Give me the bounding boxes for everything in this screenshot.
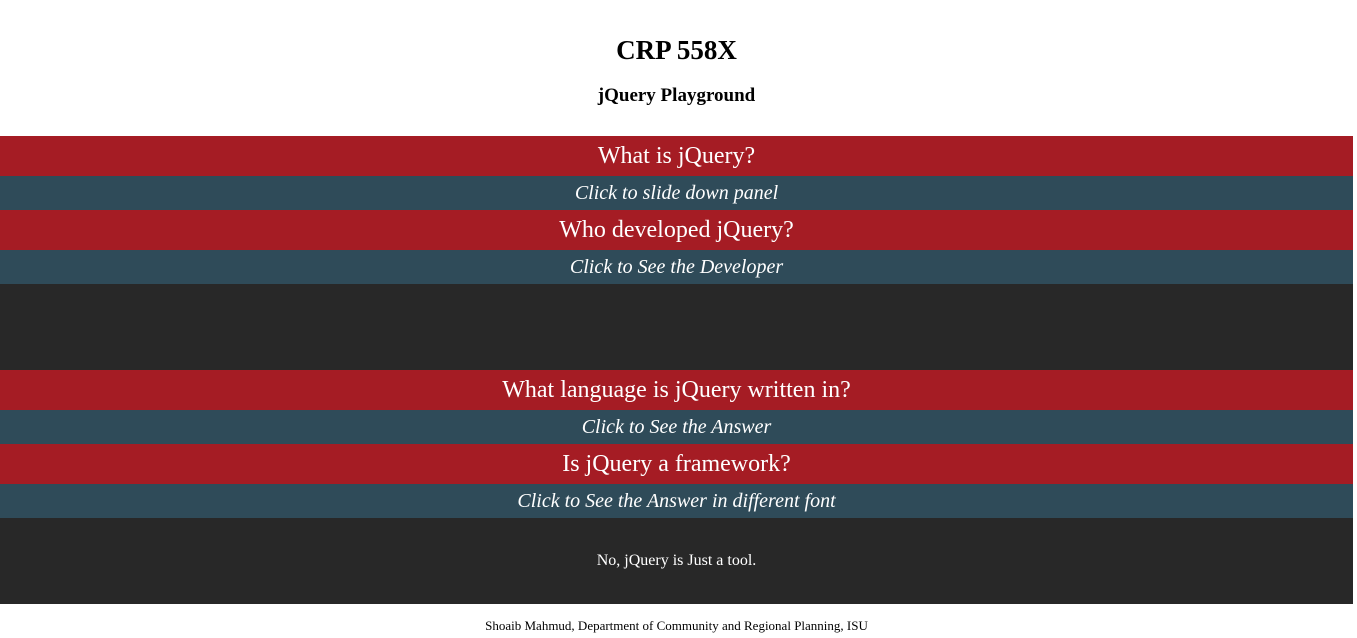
footer-credit: Shoaib Mahmud, Department of Community a… xyxy=(485,618,868,633)
developer-panel xyxy=(0,284,1353,370)
faq-section-framework: Is jQuery a framework? Click to See the … xyxy=(0,444,1353,604)
question-heading: Is jQuery a framework? xyxy=(0,444,1353,484)
question-heading: What is jQuery? xyxy=(0,136,1353,176)
question-heading: Who developed jQuery? xyxy=(0,210,1353,250)
page-subtitle: jQuery Playground xyxy=(597,85,756,106)
page-footer: Shoaib Mahmud, Department of Community a… xyxy=(0,604,1353,638)
answer-panel-text: No, jQuery is Just a tool. xyxy=(596,552,757,569)
question-heading: What language is jQuery written in? xyxy=(0,370,1353,410)
see-answer-different-font-toggle[interactable]: Click to See the Answer in different fon… xyxy=(0,484,1353,518)
faq-section-language: What language is jQuery written in? Clic… xyxy=(0,370,1353,444)
page-title: CRP 558X xyxy=(616,35,737,65)
slide-down-toggle[interactable]: Click to slide down panel xyxy=(0,176,1353,210)
faq-section-what-is-jquery: What is jQuery? Click to slide down pane… xyxy=(0,136,1353,210)
see-answer-toggle[interactable]: Click to See the Answer xyxy=(0,410,1353,444)
see-developer-toggle[interactable]: Click to See the Developer xyxy=(0,250,1353,284)
answer-panel: No, jQuery is Just a tool. xyxy=(0,518,1353,604)
page-header: CRP 558X jQuery Playground xyxy=(0,0,1353,136)
faq-section-who-developed: Who developed jQuery? Click to See the D… xyxy=(0,210,1353,370)
